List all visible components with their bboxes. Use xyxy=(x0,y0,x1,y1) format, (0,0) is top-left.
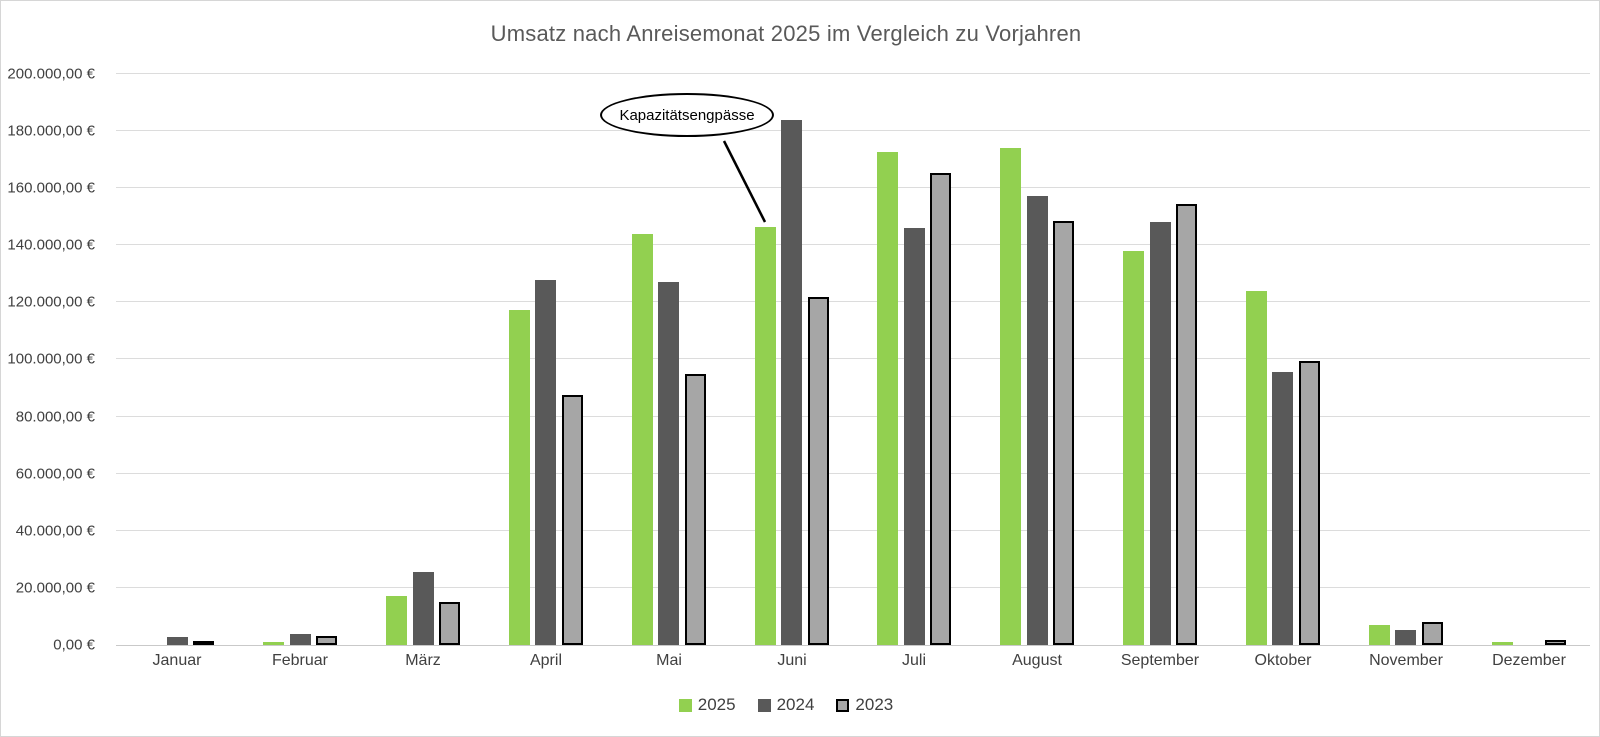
bar-2024-august xyxy=(1027,196,1048,645)
gridline-8 xyxy=(116,187,1590,188)
gridline-4 xyxy=(116,416,1590,417)
chart-legend: 2025 2024 2023 xyxy=(1,695,1571,715)
y-axis-tick-label: 120.000,00 € xyxy=(7,293,95,311)
gridline-6 xyxy=(116,301,1590,302)
y-axis-tick-label: 180.000,00 € xyxy=(7,122,95,140)
x-axis-label-oktober: Oktober xyxy=(1254,652,1312,669)
bar-2025-oktober xyxy=(1246,291,1267,645)
bar-2025-februar xyxy=(263,642,284,645)
bar-2025-september xyxy=(1123,251,1144,645)
bar-2023-april xyxy=(562,395,583,645)
bar-2024-september xyxy=(1150,222,1171,645)
legend-item-2025: 2025 xyxy=(678,695,736,715)
bar-2023-märz xyxy=(439,602,460,645)
bar-2023-september xyxy=(1176,204,1197,645)
x-axis-label-februar: Februar xyxy=(271,652,329,669)
x-axis-label-märz: März xyxy=(405,652,441,669)
x-axis-label-juli: Juli xyxy=(901,652,926,669)
bar-2024-april xyxy=(535,280,556,645)
bar-2025-mai xyxy=(632,234,653,645)
bar-2023-november xyxy=(1422,622,1443,645)
gridline-2 xyxy=(116,530,1590,531)
annotation-callout-ellipse: Kapazitätsengpässe xyxy=(600,93,774,137)
chart-title: Umsatz nach Anreisemonat 2025 im Verglei… xyxy=(490,21,1082,46)
bar-2024-november xyxy=(1395,630,1416,645)
x-axis-label-november: November xyxy=(1369,652,1443,669)
x-axis-label-mai: Mai xyxy=(656,652,682,669)
legend-swatch-2024 xyxy=(757,698,771,712)
legend-item-2023: 2023 xyxy=(836,695,893,715)
gridline-1 xyxy=(116,587,1590,588)
gridline-0 xyxy=(116,645,1590,646)
plot-area: 0,00 € 20.000,00 € 40.000,00 € 60.000,00 € 8… xyxy=(7,66,1590,654)
legend-label-2024: 2024 xyxy=(776,695,815,714)
gridline-3 xyxy=(116,473,1590,474)
bar-2024-juni xyxy=(781,120,802,645)
y-axis-tick-label: 40.000,00 € xyxy=(15,522,95,540)
gridline-9 xyxy=(116,130,1590,131)
y-axis-tick-label: 200.000,00 € xyxy=(7,65,95,83)
y-axis-tick-label: 80.000,00 € xyxy=(15,408,95,426)
legend-swatch-2023 xyxy=(836,698,850,712)
gridline-10 xyxy=(116,73,1590,74)
bar-2025-august xyxy=(1000,148,1021,645)
x-axis-label-dezember: Dezember xyxy=(1492,652,1566,669)
bar-2023-juli xyxy=(930,173,951,645)
legend-label-2023: 2023 xyxy=(855,695,894,714)
bar-2023-juni xyxy=(808,297,829,645)
x-axis-label-august: August xyxy=(1012,652,1062,669)
bar-2024-märz xyxy=(413,572,434,645)
legend-item-2024: 2024 xyxy=(757,695,815,715)
x-axis-label-juni: Juni xyxy=(777,652,807,669)
y-axis-tick-label: 100.000,00 € xyxy=(7,350,95,368)
gridline-5 xyxy=(116,358,1590,359)
bar-2025-dezember xyxy=(1492,642,1513,645)
bar-2023-mai xyxy=(685,374,706,645)
bar-2023-januar xyxy=(193,641,214,645)
x-axis-label-september: September xyxy=(1120,652,1200,669)
bar-2023-dezember xyxy=(1545,640,1566,645)
y-axis-tick-label: 140.000,00 € xyxy=(7,236,95,254)
bar-2024-februar xyxy=(290,634,311,645)
bar-2024-oktober xyxy=(1272,372,1293,645)
x-axis-label-januar: Januar xyxy=(152,652,202,669)
legend-swatch-2025 xyxy=(678,698,692,712)
bar-2025-märz xyxy=(386,596,407,645)
legend-label-2025: 2025 xyxy=(697,695,736,714)
bar-2025-juni xyxy=(755,227,776,645)
bar-2023-august xyxy=(1053,221,1074,645)
bar-2024-januar xyxy=(167,637,188,645)
bar-2024-mai xyxy=(658,282,679,645)
bar-2025-juli xyxy=(877,152,898,645)
gridline-7 xyxy=(116,244,1590,245)
x-axis-label-april: April xyxy=(529,652,562,669)
y-axis-tick-label: 20.000,00 € xyxy=(15,579,95,597)
y-axis-tick-label: 160.000,00 € xyxy=(7,179,95,197)
bar-2023-oktober xyxy=(1299,361,1320,645)
y-axis-tick-label: 60.000,00 € xyxy=(15,465,95,483)
bar-2025-april xyxy=(509,310,530,645)
y-axis-tick-label: 0,00 € xyxy=(53,636,95,654)
bar-2024-juli xyxy=(904,228,925,645)
bar-2023-februar xyxy=(316,636,337,645)
bar-2025-november xyxy=(1369,625,1390,645)
annotation-text: Kapazitätsengpässe xyxy=(619,106,755,124)
